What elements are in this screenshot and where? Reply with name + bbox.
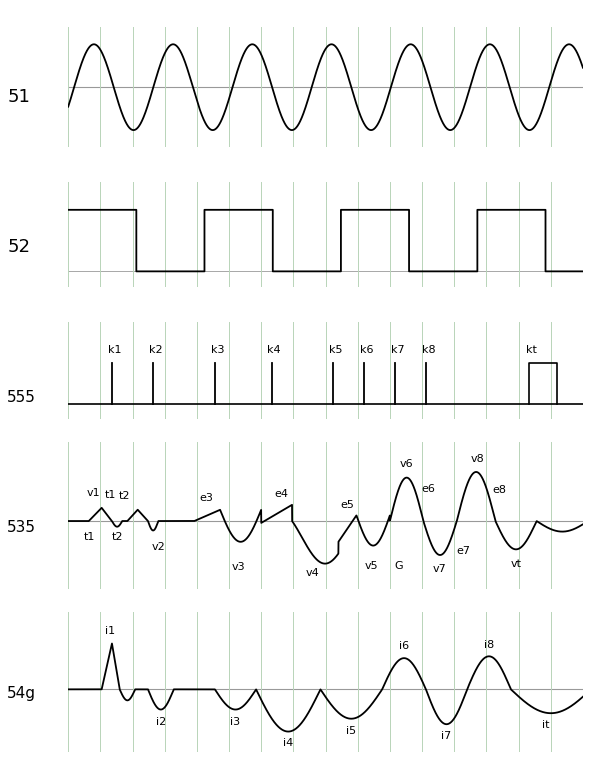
Text: v6: v6 [400,459,413,469]
Text: k2: k2 [149,346,162,356]
Text: e3: e3 [199,493,213,503]
Text: t2: t2 [111,532,123,542]
Text: k7: k7 [391,346,404,356]
Text: 52: 52 [7,238,30,256]
Text: k4: k4 [267,346,281,356]
Text: vt: vt [511,559,521,569]
Text: e8: e8 [493,485,506,495]
Text: i3: i3 [231,717,241,727]
Text: i1: i1 [106,626,116,636]
Text: i2: i2 [156,717,166,727]
Text: t1: t1 [105,491,117,501]
Text: e6: e6 [422,484,435,494]
Text: i5: i5 [346,726,356,736]
Text: k1: k1 [108,346,122,356]
Text: i8: i8 [484,640,494,650]
Text: e7: e7 [457,546,470,556]
Text: v8: v8 [471,453,485,463]
Text: k6: k6 [360,346,374,356]
Text: kt: kt [526,346,537,356]
Text: k3: k3 [211,346,224,356]
Text: t2: t2 [119,491,130,501]
Text: k8: k8 [422,346,435,356]
Text: v3: v3 [231,562,245,572]
Text: i6: i6 [398,641,409,651]
Text: i7: i7 [441,731,452,741]
Text: 51: 51 [7,88,30,106]
Text: 535: 535 [7,520,36,535]
Text: v5: v5 [365,560,379,570]
Text: t1: t1 [84,532,95,542]
Text: it: it [542,720,550,730]
Text: k5: k5 [329,346,343,356]
Text: v1: v1 [87,488,101,498]
Text: v7: v7 [433,564,447,574]
Text: v4: v4 [306,568,320,578]
Text: 555: 555 [7,390,36,405]
Text: 54g: 54g [7,686,36,701]
Text: e5: e5 [340,501,354,511]
Text: v2: v2 [151,542,165,552]
Text: i4: i4 [283,738,293,748]
Text: G: G [394,560,403,570]
Text: e4: e4 [275,489,289,499]
